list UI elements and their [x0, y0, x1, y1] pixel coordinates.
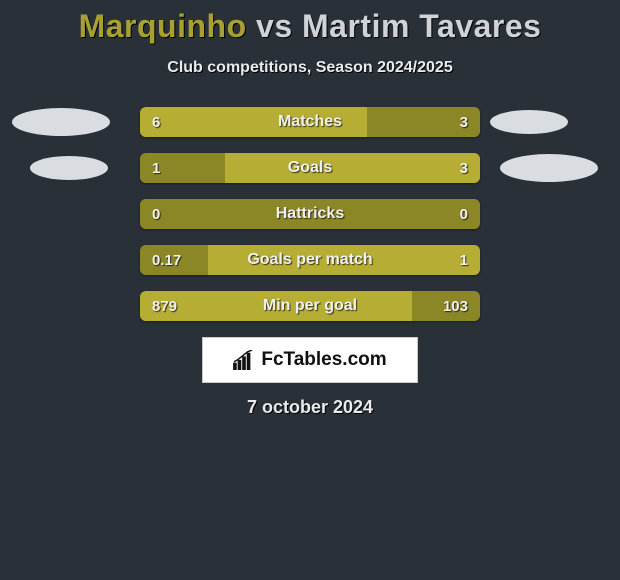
bar-track: 879103Min per goal — [140, 291, 480, 321]
stat-row: 13Goals — [0, 153, 620, 183]
bars-rising-icon — [233, 350, 255, 370]
brand-box: FcTables.com — [202, 337, 418, 383]
stat-row: 879103Min per goal — [0, 291, 620, 321]
indicator-oval-right — [500, 154, 598, 182]
player2-name: Martim Tavares — [302, 8, 541, 44]
bar-left — [140, 107, 367, 137]
bar-left — [140, 199, 310, 229]
indicator-oval-left — [30, 156, 108, 180]
bar-left — [140, 153, 225, 183]
bar-right — [208, 245, 480, 275]
bar-track: 0.171Goals per match — [140, 245, 480, 275]
bar-left — [140, 245, 208, 275]
stat-row: 00Hattricks — [0, 199, 620, 229]
indicator-oval-left — [12, 108, 110, 136]
stat-row: 63Matches — [0, 107, 620, 137]
bar-right — [367, 107, 480, 137]
indicator-oval-right — [490, 110, 568, 134]
comparison-card: Marquinho vs Martim Tavares Club competi… — [0, 0, 620, 418]
page-title: Marquinho vs Martim Tavares — [0, 8, 620, 45]
subtitle: Club competitions, Season 2024/2025 — [0, 59, 620, 77]
date-line: 7 october 2024 — [0, 397, 620, 418]
bar-right — [310, 199, 480, 229]
stat-row: 0.171Goals per match — [0, 245, 620, 275]
bar-track: 63Matches — [140, 107, 480, 137]
vs-text: vs — [256, 8, 293, 44]
bar-right — [412, 291, 480, 321]
bar-right — [225, 153, 480, 183]
player1-name: Marquinho — [79, 8, 247, 44]
bar-track: 13Goals — [140, 153, 480, 183]
brand-text: FcTables.com — [261, 349, 386, 371]
stat-rows: 63Matches 13Goals 00Hattricks 0.171Goals pe… — [0, 107, 620, 321]
bar-left — [140, 291, 412, 321]
bar-track: 00Hattricks — [140, 199, 480, 229]
